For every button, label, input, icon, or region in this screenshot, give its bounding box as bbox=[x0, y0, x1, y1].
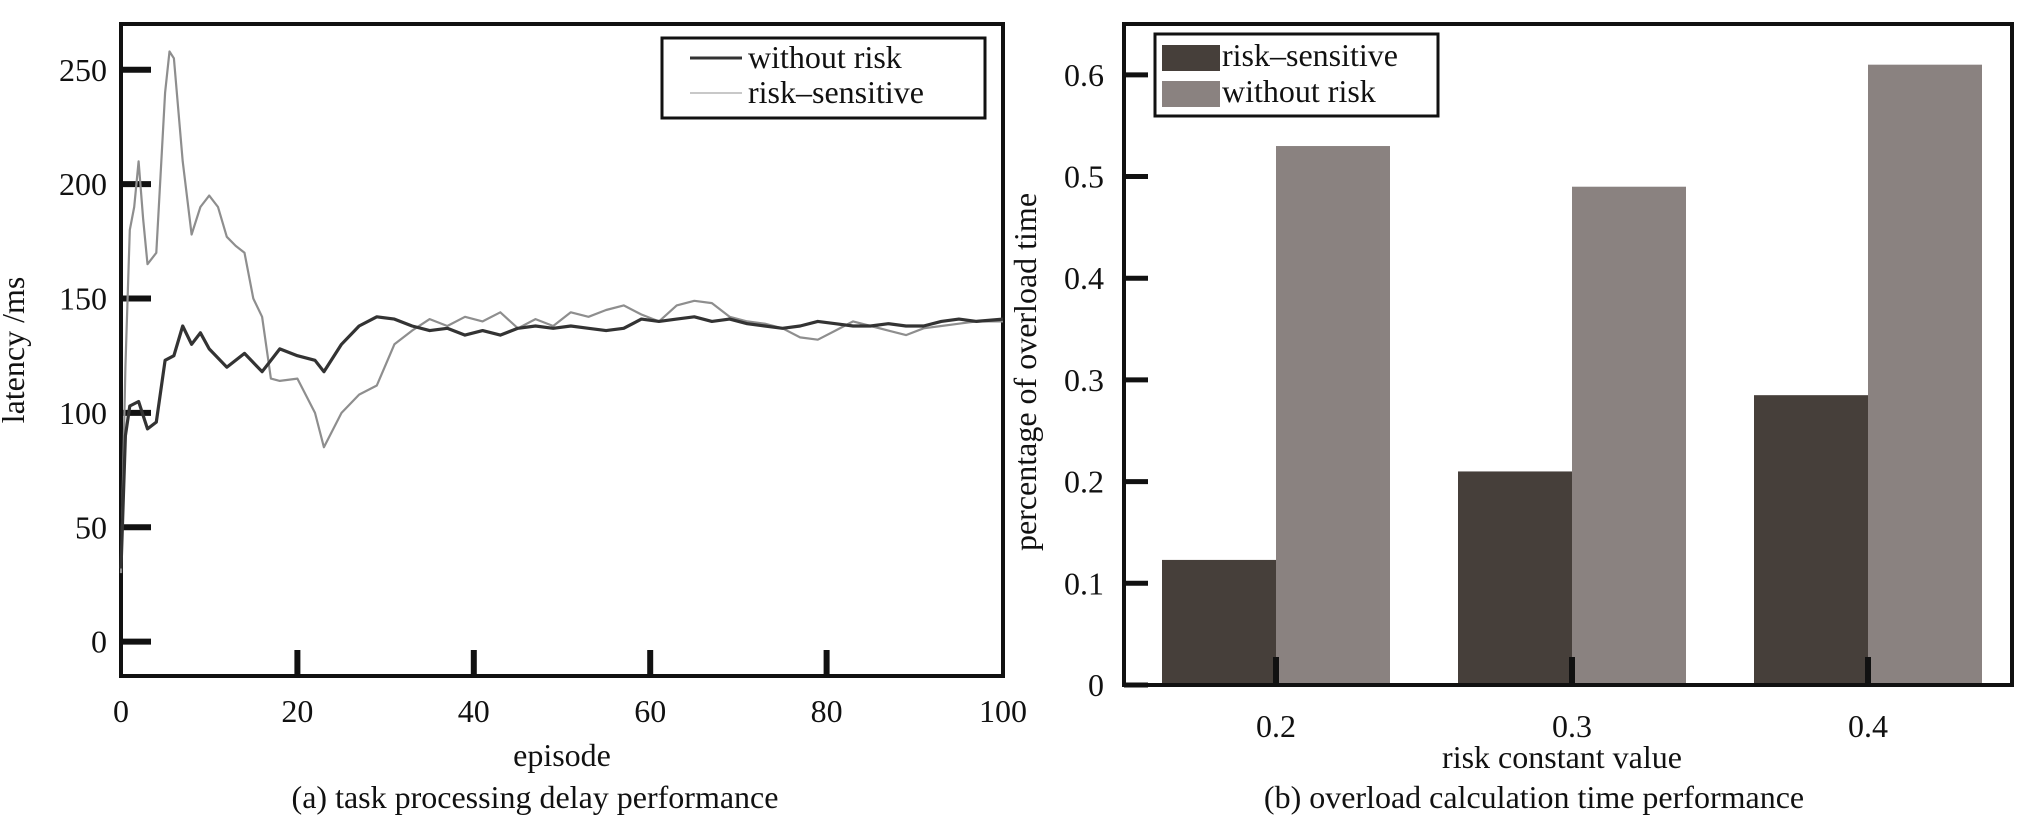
bar-chart-x-ticks: 0.2 0.3 0.4 bbox=[1256, 657, 1888, 744]
line-chart-panel: 0 50 100 150 200 250 0 20 40 60 80 100 without ris… bbox=[0, 22, 1027, 815]
bar-chart-y-tick-label: 0 bbox=[1088, 667, 1104, 703]
line-chart-caption: (a) task processing delay performance bbox=[292, 779, 779, 815]
bar-chart-y-axis-label: percentage of overload time bbox=[1007, 193, 1043, 551]
legend-label-without-risk-bar: without risk bbox=[1222, 73, 1376, 109]
bar-without-risk-0-2 bbox=[1276, 146, 1390, 685]
legend-swatch-without-risk-bar bbox=[1162, 81, 1220, 107]
series-line-risk-sensitive bbox=[119, 50, 1003, 574]
line-chart-x-ticks: 0 20 40 60 80 100 bbox=[113, 650, 1027, 729]
bar-chart-caption: (b) overload calculation time performanc… bbox=[1264, 779, 1804, 815]
bar-risk-sensitive-0-4 bbox=[1754, 395, 1868, 685]
bar-chart-y-tick-label: 0.4 bbox=[1064, 260, 1104, 296]
bar-chart-bars bbox=[1162, 64, 1982, 685]
line-chart-x-tick-label: 100 bbox=[979, 693, 1027, 729]
line-chart-y-tick-label: 250 bbox=[59, 52, 107, 88]
legend-swatch-risk-sensitive-bar bbox=[1162, 45, 1220, 71]
line-chart-y-tick-label: 100 bbox=[59, 395, 107, 431]
bar-chart-y-tick-label: 0.2 bbox=[1064, 464, 1104, 500]
line-chart-x-tick-label: 40 bbox=[458, 693, 490, 729]
bar-chart-y-tick-label: 0.1 bbox=[1064, 565, 1104, 601]
bar-chart-legend: risk–sensitive without risk bbox=[1153, 32, 1440, 118]
line-chart-y-tick-label: 0 bbox=[91, 624, 107, 660]
series-line-without-risk bbox=[119, 315, 1004, 569]
line-chart-y-ticks: 0 50 100 150 200 250 bbox=[59, 52, 151, 660]
line-chart-y-tick-label: 200 bbox=[59, 166, 107, 202]
bar-chart-y-tick-label: 0.5 bbox=[1064, 159, 1104, 195]
legend-label-risk-sensitive-bar: risk–sensitive bbox=[1222, 37, 1398, 73]
line-chart-x-tick-label: 60 bbox=[634, 693, 666, 729]
line-chart-series bbox=[119, 50, 1004, 574]
line-chart-y-tick-label: 50 bbox=[75, 509, 107, 545]
bar-risk-sensitive-0-2 bbox=[1162, 559, 1276, 685]
legend-label-without-risk: without risk bbox=[748, 39, 902, 75]
bar-risk-sensitive-0-3 bbox=[1458, 471, 1572, 685]
line-chart-x-tick-label: 0 bbox=[113, 693, 129, 729]
bar-chart-x-axis-label: risk constant value bbox=[1442, 739, 1682, 775]
bar-chart-x-tick-label: 0.4 bbox=[1848, 708, 1888, 744]
line-chart-y-tick-label: 150 bbox=[59, 281, 107, 317]
line-chart-x-axis-label: episode bbox=[513, 737, 611, 773]
line-chart-legend-box bbox=[660, 36, 987, 120]
bar-chart-plot-frame bbox=[1122, 22, 2014, 687]
bar-chart-x-tick-label: 0.3 bbox=[1552, 708, 1592, 744]
bar-chart-y-tick-label: 0.6 bbox=[1064, 57, 1104, 93]
bar-without-risk-0-4 bbox=[1868, 64, 1982, 685]
line-chart-x-tick-label: 80 bbox=[811, 693, 843, 729]
bar-chart-x-tick-label: 0.2 bbox=[1256, 708, 1296, 744]
bar-chart-y-ticks: 0 0.1 0.2 0.3 0.4 0.5 0.6 bbox=[1064, 57, 1148, 703]
bar-chart-y-tick-label: 0.3 bbox=[1064, 362, 1104, 398]
line-chart-x-tick-label: 20 bbox=[281, 693, 313, 729]
bar-chart-panel: 0 0.1 0.2 0.3 0.4 0.5 0.6 0.2 0.3 0.4 risk–sensi… bbox=[1007, 22, 2014, 815]
line-chart-legend: without risk risk–sensitive bbox=[660, 36, 987, 120]
line-chart-plot-frame bbox=[119, 22, 1005, 678]
line-chart-y-axis-label: latency /ms bbox=[0, 277, 31, 424]
legend-label-risk-sensitive: risk–sensitive bbox=[748, 74, 924, 110]
bar-without-risk-0-3 bbox=[1572, 186, 1686, 685]
